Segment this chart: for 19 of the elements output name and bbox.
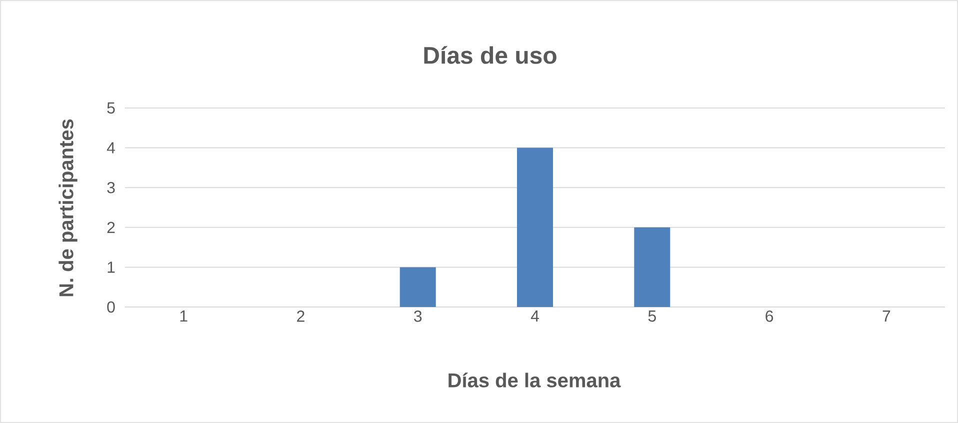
- x-tick-label: 4: [530, 310, 539, 322]
- y-tick-label: 3: [107, 182, 115, 194]
- y-tick-label: 5: [107, 102, 115, 114]
- x-tick-label: 6: [766, 310, 774, 322]
- x-tick-label: 1: [180, 310, 188, 322]
- x-tick-label: 7: [882, 310, 890, 322]
- x-tick-label: 3: [414, 310, 422, 322]
- y-axis-title: N. de participantes: [58, 119, 78, 296]
- x-tick-label: 2: [297, 310, 304, 322]
- bar: [400, 267, 436, 307]
- y-tick-label: 1: [108, 262, 115, 273]
- bar: [634, 227, 670, 307]
- chart-title: Días de uso: [424, 46, 556, 64]
- y-tick-label: 0: [107, 301, 115, 313]
- bar: [517, 148, 554, 307]
- y-tick-label: 2: [107, 222, 115, 233]
- x-axis-title: Días de la semana: [448, 372, 621, 388]
- x-tick-label: 5: [648, 310, 656, 322]
- y-tick-label: 4: [106, 142, 115, 154]
